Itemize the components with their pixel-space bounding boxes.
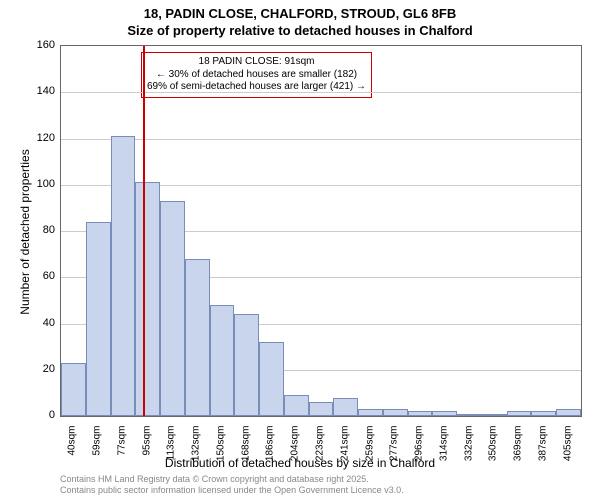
histogram-bar	[61, 363, 86, 416]
xtick-label: 132sqm	[191, 426, 202, 476]
xtick-label: 186sqm	[265, 426, 276, 476]
xtick-label: 204sqm	[290, 426, 301, 476]
xtick-label: 332sqm	[463, 426, 474, 476]
xtick-label: 95sqm	[141, 426, 152, 476]
xtick-label: 387sqm	[537, 426, 548, 476]
histogram-bar	[333, 398, 358, 417]
histogram-bar	[160, 201, 185, 416]
xtick-label: 241sqm	[339, 426, 350, 476]
histogram-bar	[86, 222, 111, 416]
histogram-bar	[482, 414, 507, 416]
reference-line	[143, 46, 145, 416]
histogram-bar	[531, 411, 556, 416]
ytick-label: 120	[25, 132, 55, 144]
attribution-line2: Contains public sector information licen…	[60, 485, 404, 496]
title-line1: 18, PADIN CLOSE, CHALFORD, STROUD, GL6 8…	[0, 6, 600, 21]
xtick-label: 350sqm	[488, 426, 499, 476]
ytick-label: 40	[25, 317, 55, 329]
xtick-label: 150sqm	[215, 426, 226, 476]
xtick-label: 113sqm	[166, 426, 177, 476]
xtick-label: 77sqm	[116, 426, 127, 476]
xtick-label: 369sqm	[513, 426, 524, 476]
histogram-bar	[284, 395, 309, 416]
ytick-label: 140	[25, 85, 55, 97]
ytick-label: 160	[25, 39, 55, 51]
histogram-bar	[234, 314, 259, 416]
chart-container: 18, PADIN CLOSE, CHALFORD, STROUD, GL6 8…	[0, 0, 600, 500]
histogram-bar	[259, 342, 284, 416]
gridline	[61, 139, 581, 140]
xtick-label: 259sqm	[364, 426, 375, 476]
histogram-bar	[507, 411, 532, 416]
histogram-bar	[432, 411, 457, 416]
xtick-label: 296sqm	[414, 426, 425, 476]
xtick-label: 168sqm	[240, 426, 251, 476]
histogram-bar	[309, 402, 334, 416]
ytick-label: 20	[25, 363, 55, 375]
histogram-bar	[408, 411, 433, 416]
callout-box: 18 PADIN CLOSE: 91sqm ← 30% of detached …	[141, 52, 372, 98]
ytick-label: 80	[25, 224, 55, 236]
callout-line2: ← 30% of detached houses are smaller (18…	[147, 69, 366, 82]
ytick-label: 0	[25, 409, 55, 421]
title-line2: Size of property relative to detached ho…	[0, 23, 600, 38]
histogram-bar	[135, 182, 160, 416]
ytick-label: 60	[25, 270, 55, 282]
xtick-label: 59sqm	[92, 426, 103, 476]
histogram-bar	[111, 136, 136, 416]
histogram-bar	[358, 409, 383, 416]
gridline	[61, 92, 581, 93]
attribution: Contains HM Land Registry data © Crown c…	[60, 474, 404, 496]
ytick-label: 100	[25, 178, 55, 190]
callout-line1: 18 PADIN CLOSE: 91sqm	[147, 56, 366, 69]
xtick-label: 277sqm	[389, 426, 400, 476]
histogram-bar	[185, 259, 210, 416]
plot-area: 18 PADIN CLOSE: 91sqm ← 30% of detached …	[60, 45, 582, 417]
xtick-label: 405sqm	[562, 426, 573, 476]
xtick-label: 40sqm	[67, 426, 78, 476]
histogram-bar	[383, 409, 408, 416]
histogram-bar	[210, 305, 235, 416]
xtick-label: 314sqm	[438, 426, 449, 476]
xtick-label: 223sqm	[315, 426, 326, 476]
attribution-line1: Contains HM Land Registry data © Crown c…	[60, 474, 404, 485]
histogram-bar	[556, 409, 581, 416]
histogram-bar	[457, 414, 482, 416]
